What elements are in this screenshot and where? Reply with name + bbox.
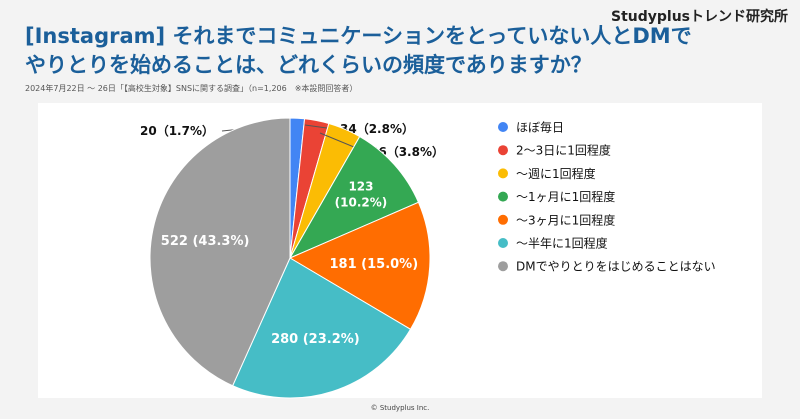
data-label: 280 (23.2%) (271, 332, 360, 347)
data-label: 181 (15.0%) (330, 257, 419, 272)
legend-swatch (498, 122, 508, 132)
pie-slice (288, 201, 431, 330)
legend-swatch (498, 214, 508, 225)
legend-swatch (498, 145, 508, 156)
title-line-2: やりとりを始めることは、どれくらいの頻度でありますか？ (25, 53, 592, 77)
legend-item: 〜3ヶ月に1回程度 (516, 212, 615, 227)
legend-item: 〜1ヶ月に1回程度 (516, 189, 615, 204)
pie-slice (149, 117, 291, 387)
data-label: 34（2.8%） (340, 121, 414, 136)
data-label: 20（1.7%） (140, 123, 214, 138)
copyright: © Studyplus Inc. (370, 404, 430, 412)
page-title: [Instagram] それまでコミュニケーションをとっていない人とDMで やりと… (25, 22, 705, 80)
data-label: 46（3.8%） (370, 144, 444, 159)
legend-item: ほぼ毎日 (516, 120, 564, 135)
survey-subtitle: 2024年7月22日 〜 26日「【高校生対象】SNSに関する調査」（n=1,2… (25, 84, 358, 93)
title-line-1: [Instagram] それまでコミュニケーションをとっていない人とDMで (25, 24, 692, 48)
pie-slice (231, 257, 412, 399)
legend-item: 〜半年に1回程度 (516, 236, 608, 251)
data-label: (10.2%) (335, 196, 388, 210)
legend-swatch (498, 261, 508, 272)
legend-item: 〜週に1回程度 (516, 166, 596, 181)
legend-item: DMでやりとりをはじめることはない (516, 260, 716, 274)
data-label: 522 (43.3%) (161, 234, 250, 249)
brand-logo: Studyplusトレンド研究所 (610, 9, 788, 25)
data-label: 123 (348, 180, 373, 194)
legend-item: 2〜3日に1回程度 (516, 143, 611, 158)
legend-swatch (498, 238, 508, 248)
legend-swatch (498, 168, 508, 179)
pie-slice (288, 135, 420, 260)
legend-swatch (498, 191, 508, 202)
